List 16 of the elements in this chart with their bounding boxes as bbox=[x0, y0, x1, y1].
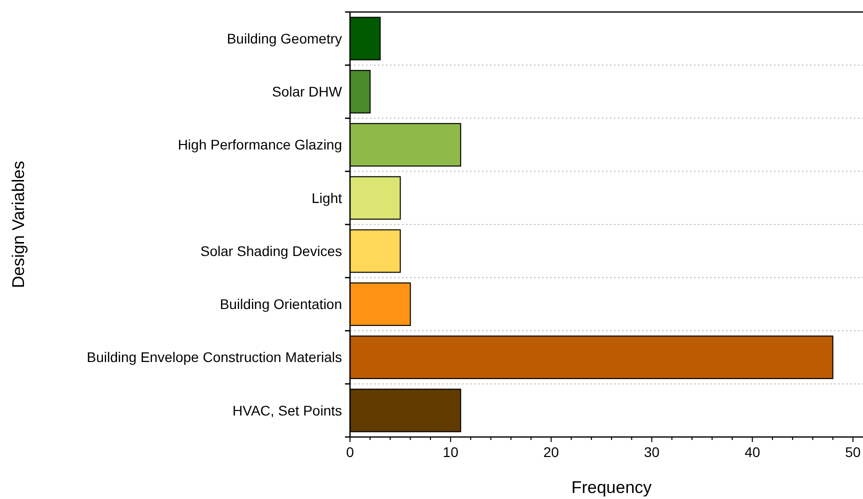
y-tick-label: HVAC, Set Points bbox=[232, 402, 342, 418]
y-tick-label: High Performance Glazing bbox=[178, 136, 342, 153]
x-tick-label: 10 bbox=[442, 444, 459, 460]
y-tick-label: Building Envelope Construction Materials bbox=[86, 349, 342, 366]
y-tick-label: Solar Shading Devices bbox=[200, 242, 342, 259]
y-tick-label: Solar DHW bbox=[272, 84, 343, 100]
y-tick-label: Building Orientation bbox=[220, 296, 342, 312]
y-tick-label: Building Geometry bbox=[226, 30, 342, 46]
x-tick-label: 40 bbox=[744, 444, 760, 460]
x-tick-label: 50 bbox=[845, 444, 861, 460]
y-tick-label: Light bbox=[312, 190, 342, 206]
x-tick-label: 0 bbox=[346, 444, 354, 460]
x-tick-label: 30 bbox=[644, 444, 660, 460]
x-tick-label: 20 bbox=[543, 444, 560, 460]
y-axis-title: Design Variables bbox=[9, 160, 28, 288]
x-axis-title: Frequency bbox=[571, 478, 652, 497]
